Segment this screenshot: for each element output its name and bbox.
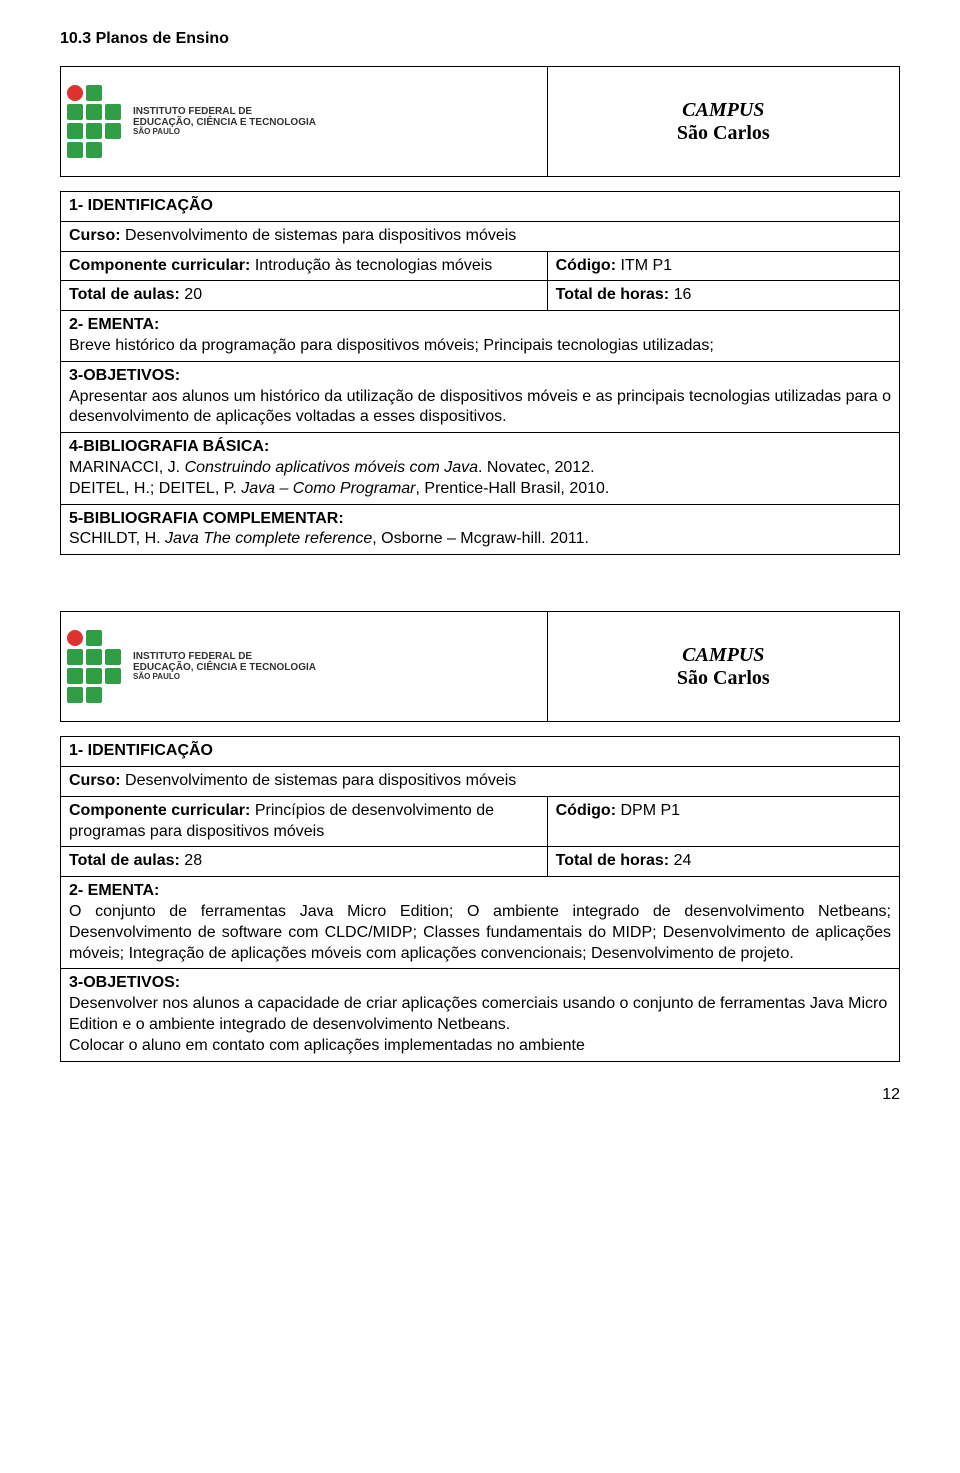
codigo-value: DPM P1 [620,802,680,819]
ident-label: 1- IDENTIFICAÇÃO [61,192,900,222]
section-heading: 10.3 Planos de Ensino [60,30,900,48]
codigo-cell: Código: DPM P1 [547,796,899,847]
objetivos-row: 3-OBJETIVOS: Desenvolver nos alunos a ca… [61,969,900,1061]
horas-label: Total de horas: [556,286,670,303]
bibliografia-label: 4-BIBLIOGRAFIA BÁSICA: [69,437,891,458]
bibliografia-row: 4-BIBLIOGRAFIA BÁSICA: MARINACCI, J. Con… [61,433,900,504]
ementa-row: 2- EMENTA: O conjunto de ferramentas Jav… [61,877,900,969]
horas-cell: Total de horas: 24 [547,847,899,877]
ident-label: 1- IDENTIFICAÇÃO [61,737,900,767]
aulas-label: Total de aulas: [69,852,180,869]
aulas-cell: Total de aulas: 28 [61,847,548,877]
logo-cell: INSTITUTO FEDERAL DE EDUCAÇÃO, CIÊNCIA E… [61,67,548,177]
header-table-2: INSTITUTO FEDERAL DE EDUCAÇÃO, CIÊNCIA E… [60,611,900,722]
horas-cell: Total de horas: 16 [547,281,899,311]
objetivos-row: 3-OBJETIVOS: Apresentar aos alunos um hi… [61,361,900,432]
horas-value: 24 [674,852,692,869]
institution-logo-text: INSTITUTO FEDERAL DE EDUCAÇÃO, CIÊNCIA E… [133,106,316,137]
bibliografia-item-2: DEITEL, H.; DEITEL, P. Java – Como Progr… [69,479,891,500]
aulas-value: 28 [184,852,202,869]
campus-cell: CAMPUS São Carlos [547,612,899,722]
ementa-row: 2- EMENTA: Breve histórico da programaçã… [61,311,900,362]
curso-label: Curso: [69,227,121,244]
codigo-label: Código: [556,802,616,819]
ementa-text: Breve histórico da programação para disp… [69,336,891,357]
campus-label: CAMPUS [554,99,893,122]
objetivos-text-2: Colocar o aluno em contato com aplicaçõe… [69,1036,891,1057]
horas-label: Total de horas: [556,852,670,869]
bibliografia-item-1: MARINACCI, J. Construindo aplicativos mó… [69,458,891,479]
header-table-1: INSTITUTO FEDERAL DE EDUCAÇÃO, CIÊNCIA E… [60,66,900,177]
bibliografia-comp-item: SCHILDT, H. Java The complete reference,… [69,529,891,550]
institution-logo-icon [67,85,121,158]
content-table-2: 1- IDENTIFICAÇÃO Curso: Desenvolvimento … [60,736,900,1061]
institution-logo-text: INSTITUTO FEDERAL DE EDUCAÇÃO, CIÊNCIA E… [133,651,316,682]
logo-cell: INSTITUTO FEDERAL DE EDUCAÇÃO, CIÊNCIA E… [61,612,548,722]
objetivos-text: Apresentar aos alunos um histórico da ut… [69,387,891,429]
codigo-value: ITM P1 [620,257,672,274]
aulas-value: 20 [184,286,202,303]
content-table-1: 1- IDENTIFICAÇÃO Curso: Desenvolvimento … [60,191,900,555]
codigo-label: Código: [556,257,616,274]
campus-name: São Carlos [554,667,893,690]
componente-cell: Componente curricular: Introdução às tec… [61,251,548,281]
ementa-label: 2- EMENTA: [69,315,891,336]
componente-label: Componente curricular: [69,257,250,274]
page-number: 12 [60,1086,900,1104]
campus-cell: CAMPUS São Carlos [547,67,899,177]
curso-row: Curso: Desenvolvimento de sistemas para … [61,221,900,251]
objetivos-text-1: Desenvolver nos alunos a capacidade de c… [69,994,891,1036]
bibliografia-comp-label: 5-BIBLIOGRAFIA COMPLEMENTAR: [69,509,891,530]
objetivos-label: 3-OBJETIVOS: [69,973,891,994]
componente-label: Componente curricular: [69,802,250,819]
curso-value: Desenvolvimento de sistemas para disposi… [125,772,516,789]
componente-cell: Componente curricular: Princípios de des… [61,796,548,847]
bibliografia-comp-row: 5-BIBLIOGRAFIA COMPLEMENTAR: SCHILDT, H.… [61,504,900,555]
horas-value: 16 [674,286,692,303]
curso-label: Curso: [69,772,121,789]
aulas-label: Total de aulas: [69,286,180,303]
componente-value: Introdução às tecnologias móveis [255,257,492,274]
curso-row: Curso: Desenvolvimento de sistemas para … [61,766,900,796]
codigo-cell: Código: ITM P1 [547,251,899,281]
ementa-label: 2- EMENTA: [69,881,891,902]
campus-label: CAMPUS [554,644,893,667]
aulas-cell: Total de aulas: 20 [61,281,548,311]
campus-name: São Carlos [554,122,893,145]
ementa-text: O conjunto de ferramentas Java Micro Edi… [69,902,891,964]
objetivos-label: 3-OBJETIVOS: [69,366,891,387]
institution-logo-icon [67,630,121,703]
